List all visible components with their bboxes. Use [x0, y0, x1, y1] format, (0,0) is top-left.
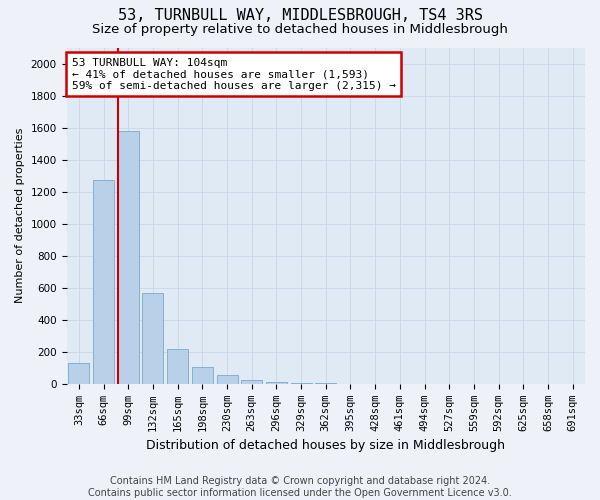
- Bar: [266, 382, 287, 384]
- Bar: [241, 380, 262, 384]
- Text: 53, TURNBULL WAY, MIDDLESBROUGH, TS4 3RS: 53, TURNBULL WAY, MIDDLESBROUGH, TS4 3RS: [118, 8, 482, 22]
- Bar: [142, 292, 163, 384]
- Bar: [192, 367, 213, 384]
- Bar: [290, 383, 311, 384]
- Y-axis label: Number of detached properties: Number of detached properties: [15, 128, 25, 304]
- Bar: [93, 180, 114, 384]
- Text: Contains HM Land Registry data © Crown copyright and database right 2024.
Contai: Contains HM Land Registry data © Crown c…: [88, 476, 512, 498]
- Text: 53 TURNBULL WAY: 104sqm
← 41% of detached houses are smaller (1,593)
59% of semi: 53 TURNBULL WAY: 104sqm ← 41% of detache…: [72, 58, 396, 91]
- Bar: [167, 350, 188, 384]
- Bar: [118, 131, 139, 384]
- X-axis label: Distribution of detached houses by size in Middlesbrough: Distribution of detached houses by size …: [146, 440, 505, 452]
- Bar: [68, 363, 89, 384]
- Text: Size of property relative to detached houses in Middlesbrough: Size of property relative to detached ho…: [92, 22, 508, 36]
- Bar: [217, 375, 238, 384]
